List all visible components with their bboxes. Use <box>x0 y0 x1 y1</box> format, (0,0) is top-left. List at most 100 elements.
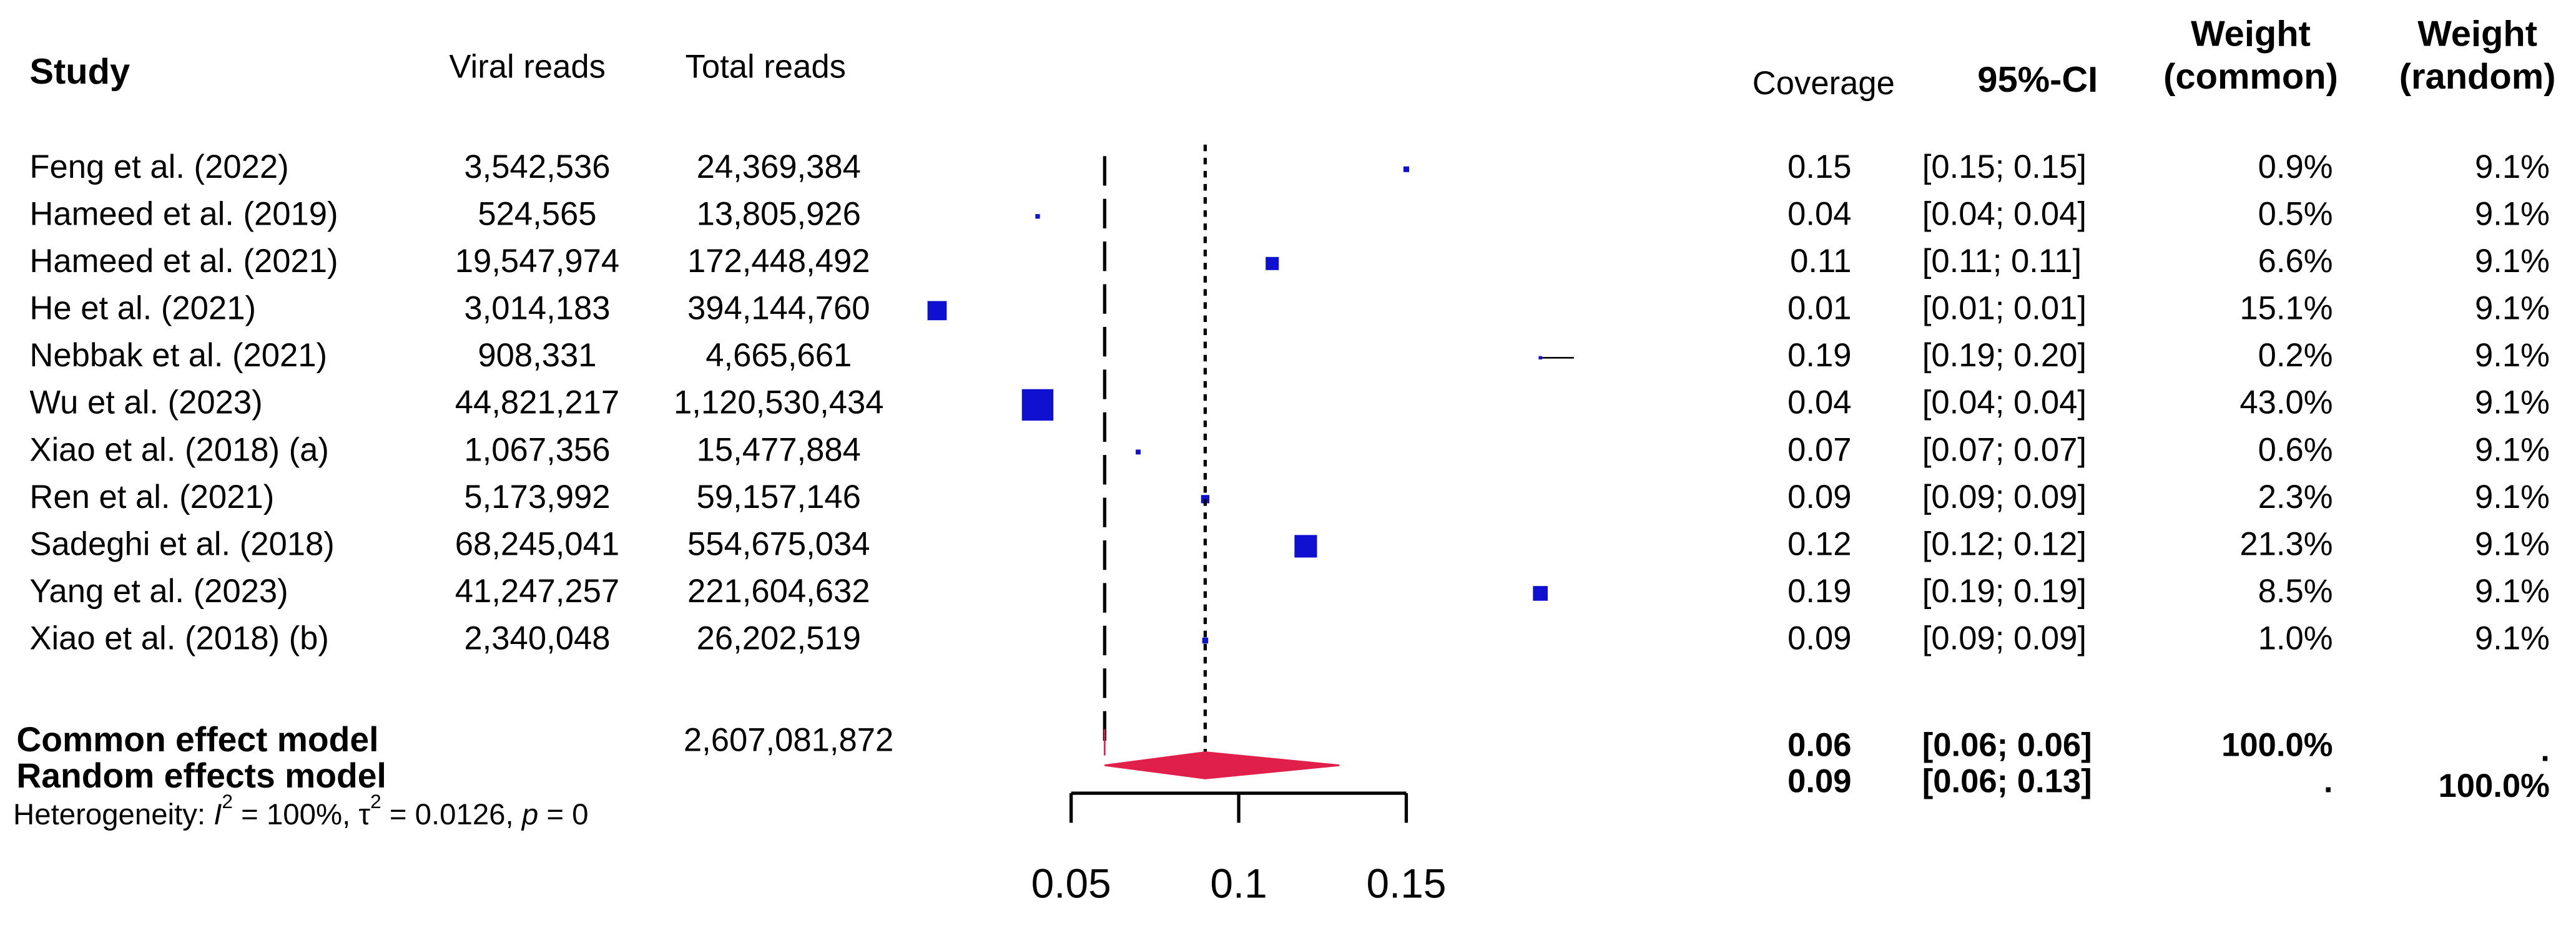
study-square <box>1538 356 1542 360</box>
header-study: Study <box>29 52 130 92</box>
study-name: Ren et al. (2021) <box>29 479 274 515</box>
weight-random: 9.1% <box>2475 431 2550 468</box>
weight-common: 8.5% <box>2258 573 2333 610</box>
coverage: 0.01 <box>1787 290 1851 327</box>
coverage: 0.04 <box>1787 384 1851 421</box>
heterogeneity-text: = 100%, <box>233 798 358 831</box>
total-reads: 1,120,530,434 <box>674 384 883 421</box>
weight-common: 0.2% <box>2258 337 2333 374</box>
total-reads: 59,157,146 <box>697 479 861 515</box>
study-name: Nebbak et al. (2021) <box>29 337 327 374</box>
weight-common: 43.0% <box>2239 384 2333 421</box>
ci-label: [0.09; 0.09] <box>1922 620 2087 656</box>
weight-common: 2.3% <box>2258 479 2333 515</box>
heterogeneity-symbol: I <box>214 798 222 831</box>
weight-common: 0.5% <box>2258 196 2333 233</box>
weight-common: 100.0% <box>2221 726 2333 763</box>
heterogeneity: Heterogeneity: I2 = 100%, τ2 = 0.0126, p… <box>13 790 588 831</box>
summary-diamond <box>1104 751 1340 779</box>
total-reads: 15,477,884 <box>697 431 861 468</box>
study-square <box>927 301 947 321</box>
weight-common: . <box>2324 763 2333 799</box>
study-square <box>1533 586 1548 601</box>
study-square <box>1021 389 1054 421</box>
ci-label: [0.07; 0.07] <box>1922 431 2087 468</box>
viral-reads: 19,547,974 <box>455 243 619 280</box>
heterogeneity-text: = 0.0126, <box>381 798 522 831</box>
study-square <box>1136 449 1141 455</box>
total-reads: 24,369,384 <box>697 149 861 185</box>
total-reads: 4,665,661 <box>705 337 852 374</box>
coverage: 0.15 <box>1787 149 1851 185</box>
study-square <box>1266 256 1279 270</box>
study-name: Sadeghi et al. (2018) <box>29 525 334 562</box>
viral-reads: 44,821,217 <box>455 384 619 421</box>
study-name: Hameed et al. (2019) <box>29 196 338 233</box>
study-name: Feng et al. (2022) <box>29 149 288 185</box>
study-square <box>1294 535 1317 558</box>
viral-reads: 41,247,257 <box>455 573 619 610</box>
study-name: Hameed et al. (2021) <box>29 243 338 280</box>
weight-common: 0.9% <box>2258 149 2333 185</box>
weight-common: 21.3% <box>2239 525 2333 562</box>
coverage: 0.19 <box>1787 337 1851 374</box>
total-reads: 13,805,926 <box>697 196 861 233</box>
heterogeneity-text: Heterogeneity: <box>13 798 214 831</box>
heterogeneity-sup: 2 <box>370 790 381 812</box>
weight-random: 9.1% <box>2475 196 2550 233</box>
ci-label: [0.01; 0.01] <box>1922 290 2087 327</box>
viral-reads: 68,245,041 <box>455 525 619 562</box>
model-name: Common effect model <box>16 720 378 759</box>
ci-label: [0.09; 0.09] <box>1922 479 2087 515</box>
weight-random: 9.1% <box>2475 384 2550 421</box>
coverage: 0.06 <box>1787 726 1851 763</box>
ci-label: [0.12; 0.12] <box>1922 525 2087 562</box>
header-viral-reads: Viral reads <box>449 49 606 85</box>
header-weight-random: Weight <box>2417 14 2537 54</box>
viral-reads: 3,542,536 <box>464 149 610 185</box>
header-total-reads: Total reads <box>686 49 846 85</box>
weight-random: 100.0% <box>2438 768 2549 804</box>
weight-random: 9.1% <box>2475 243 2550 280</box>
header-coverage: Coverage <box>1753 65 1895 102</box>
ci-label: [0.06; 0.13] <box>1922 763 2092 799</box>
ci-label: [0.19; 0.20] <box>1922 337 2087 374</box>
header-weight-common: Weight <box>2191 14 2311 54</box>
ci-label: [0.19; 0.19] <box>1922 573 2087 610</box>
weight-common: 0.6% <box>2258 431 2333 468</box>
study-square <box>1202 637 1209 644</box>
ci-label: [0.04; 0.04] <box>1922 384 2087 421</box>
coverage: 0.11 <box>1790 243 1852 280</box>
weight-random: 9.1% <box>2475 525 2550 562</box>
weight-random: 9.1% <box>2475 290 2550 327</box>
total-reads: 172,448,492 <box>687 243 870 280</box>
weight-random: 9.1% <box>2475 337 2550 374</box>
viral-reads: 5,173,992 <box>464 479 610 515</box>
heterogeneity-symbol: τ <box>358 798 370 831</box>
coverage: 0.09 <box>1787 479 1851 515</box>
weight-random: 9.1% <box>2475 149 2550 185</box>
header-ci: 95%-CI <box>1977 60 2098 100</box>
ci-label: [0.11; 0.11] <box>1922 243 2082 280</box>
weight-random: 9.1% <box>2475 620 2550 656</box>
header-weight-common: (common) <box>2163 57 2338 97</box>
study-name: Xiao et al. (2018) (a) <box>29 431 329 468</box>
x-tick-label: 0.1 <box>1210 861 1267 907</box>
study-name: Wu et al. (2023) <box>29 384 262 421</box>
viral-reads: 2,340,048 <box>464 620 610 656</box>
model-name: Random effects model <box>16 756 386 795</box>
study-square <box>1403 166 1410 172</box>
coverage: 0.09 <box>1787 620 1851 656</box>
weight-random: 9.1% <box>2475 479 2550 515</box>
weight-common: 1.0% <box>2258 620 2333 656</box>
weight-random: 9.1% <box>2475 573 2550 610</box>
ci-label: [0.15; 0.15] <box>1922 149 2087 185</box>
viral-reads: 3,014,183 <box>464 290 610 327</box>
heterogeneity-text: = 0 <box>538 798 588 831</box>
total-reads: 554,675,034 <box>687 525 870 562</box>
heterogeneity-sup: 2 <box>222 790 233 812</box>
study-name: He et al. (2021) <box>29 290 256 327</box>
x-tick-label: 0.05 <box>1031 861 1111 907</box>
viral-reads: 1,067,356 <box>464 431 610 468</box>
weight-common: 15.1% <box>2239 290 2333 327</box>
